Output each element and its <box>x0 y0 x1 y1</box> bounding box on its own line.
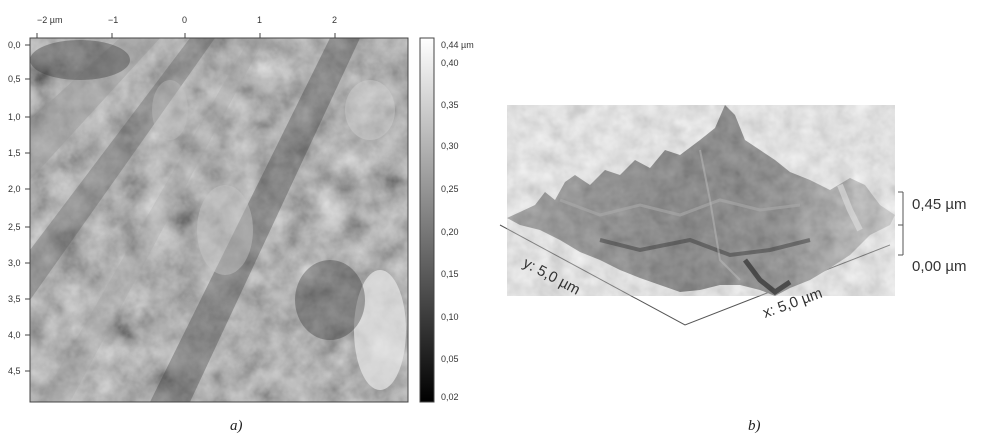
y-tick-label: 0,5 <box>8 74 21 84</box>
colorbar-tick-label: 0,15 <box>441 269 459 279</box>
height-map-image <box>30 38 408 402</box>
y-tick-label: 1,5 <box>8 148 21 158</box>
x-ticks: −2 µm −1 0 1 2 <box>36 15 337 38</box>
y-tick-label: 2,0 <box>8 184 21 194</box>
y-tick-label: 3,5 <box>8 294 21 304</box>
x-tick-label: −1 <box>108 15 118 25</box>
panel-b: 0,45 µm 0,00 µm y: 5,0 µm x: 5,0 µm b) <box>499 105 967 434</box>
z-bottom-label: 0,00 µm <box>912 258 967 275</box>
colorbar-tick-label: 0,10 <box>441 312 459 322</box>
colorbar-tick-label: 0,44 µm <box>441 40 474 50</box>
z-top-label: 0,45 µm <box>912 196 967 213</box>
colorbar-tick-label: 0,25 <box>441 184 459 194</box>
y-tick-label: 4,0 <box>8 330 21 340</box>
x-tick-label: 0 <box>182 15 187 25</box>
y-ticks: 0,0 0,5 1,0 1,5 2,0 2,5 3,0 3,5 4,0 4,5 <box>8 40 30 376</box>
x-tick-label: −2 µm <box>37 15 62 25</box>
colorbar-tick-label: 0,35 <box>441 100 459 110</box>
colorbar: 0,44 µm 0,40 0,35 0,30 0,25 0,20 0,15 0,… <box>419 37 474 403</box>
x-tick-label: 2 <box>332 15 337 25</box>
surface-3d <box>507 105 895 296</box>
panel-a: −2 µm −1 0 1 2 0,0 0,5 1,0 1,5 2,0 2,5 3… <box>8 15 474 434</box>
colorbar-tick-label: 0,02 <box>441 392 459 402</box>
colorbar-tick-label: 0,30 <box>441 141 459 151</box>
panel-a-caption: a) <box>230 418 243 434</box>
y-tick-label: 4,5 <box>8 366 21 376</box>
z-scale: 0,45 µm 0,00 µm <box>898 191 967 275</box>
colorbar-tick-label: 0,40 <box>441 58 459 68</box>
y-axis-label: y: 5,0 µm <box>520 255 583 299</box>
colorbar-tick-label: 0,05 <box>441 354 459 364</box>
map-frame <box>29 37 409 403</box>
y-tick-label: 3,0 <box>8 258 21 268</box>
y-tick-label: 0,0 <box>8 40 21 50</box>
x-tick-label: 1 <box>257 15 262 25</box>
panel-b-caption: b) <box>748 418 761 434</box>
y-tick-label: 2,5 <box>8 222 21 232</box>
colorbar-tick-label: 0,20 <box>441 227 459 237</box>
y-tick-label: 1,0 <box>8 112 21 122</box>
